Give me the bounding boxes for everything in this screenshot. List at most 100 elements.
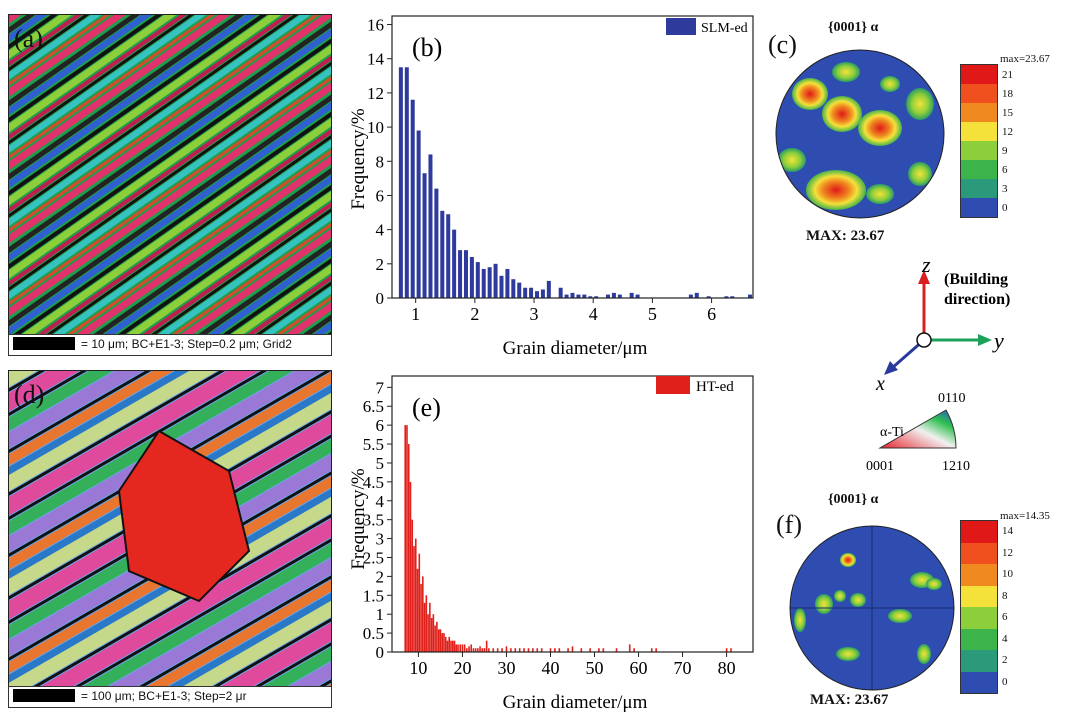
histogram-ht-ylabel: Frequency/% [348, 468, 369, 569]
x-tick-label: 70 [674, 658, 692, 678]
histogram-slm-legend-text: SLM-ed [701, 21, 748, 36]
colorbar-f [960, 520, 998, 694]
histogram-bar [558, 287, 563, 298]
colorbar-swatch [961, 521, 997, 543]
histogram-bar [441, 633, 443, 652]
histogram-bar [501, 648, 503, 652]
plot-frame [391, 15, 754, 299]
colorbar-tick-label: 12 [1002, 125, 1013, 138]
ipf-key: α-Ti 0110 0001 1210 [866, 391, 970, 474]
histogram-bar [434, 625, 436, 652]
histogram-bar [588, 296, 593, 298]
histogram-bar [523, 648, 525, 652]
colorbar-swatch [961, 179, 997, 198]
axes-triad: z y x (Building direction) [875, 252, 1010, 390]
histogram-bar [404, 67, 409, 298]
y-tick-label: 2 [376, 255, 385, 274]
histogram-bar [422, 576, 424, 652]
y-tick-label: 10 [367, 118, 384, 137]
histogram-bar [409, 481, 412, 652]
histogram-bar [416, 130, 421, 298]
histogram-bar [448, 636, 451, 652]
pole-figure-f-title: {0001} α [828, 492, 879, 507]
histogram-bar [407, 444, 410, 652]
histogram-bar [688, 294, 693, 298]
y-tick-label: 12 [367, 84, 384, 103]
x-tick-label: 80 [718, 658, 736, 678]
histogram-bar [518, 648, 521, 652]
histogram-bar [529, 287, 534, 298]
histogram-ht-legend-swatch [656, 376, 690, 394]
histogram-bar [432, 614, 435, 652]
y-tick-label: 5 [376, 454, 385, 473]
histogram-bar [730, 648, 732, 652]
histogram-bar [440, 210, 445, 298]
histogram-bar [706, 296, 711, 298]
colorbar-tick-label: 12 [1002, 546, 1013, 559]
histogram-slm-bars [398, 67, 753, 298]
colorbar-tick-label: 14 [1002, 525, 1013, 538]
colorbar-swatch [961, 198, 997, 217]
histogram-bar [468, 646, 470, 652]
histogram-bar [594, 296, 599, 298]
histogram-bar [748, 294, 753, 298]
histogram-bar [425, 595, 428, 652]
histogram-bar [510, 648, 512, 652]
y-tick-label: 6 [376, 186, 385, 205]
histogram-ht-axes: 10 20 30 40 50 60 70 80 00.511.522.533.544.555.5… [363, 375, 754, 678]
colorbar-swatch [961, 141, 997, 160]
y-tick-label: 4 [376, 221, 385, 240]
colorbar-tick-label: 6 [1002, 611, 1008, 624]
x-tick-label: 30 [497, 658, 515, 678]
colorbar-tick-label: 6 [1002, 163, 1008, 176]
y-tick-label: 8 [376, 152, 385, 171]
colorbar-swatch [961, 122, 997, 141]
histogram-bar [481, 648, 484, 652]
histogram-bar [487, 267, 492, 298]
scalebar-d-text: = 100 μm; BC+E1-3; Step=2 μr [81, 689, 247, 703]
histogram-bar [420, 583, 422, 652]
histogram-bar [571, 646, 574, 652]
y-tick-label: 4 [376, 492, 385, 511]
x-tick-label: 60 [630, 658, 648, 678]
histogram-bar [452, 229, 457, 298]
histogram-bar [469, 256, 474, 298]
y-tick-label: 0 [376, 643, 385, 662]
x-tick-label: 2 [470, 304, 479, 324]
histogram-bar [527, 648, 530, 652]
histogram-bar [474, 648, 477, 652]
ipf-key-top: 0110 [938, 391, 965, 406]
y-tick-label: 3 [376, 530, 385, 549]
histogram-bar [443, 633, 445, 652]
y-tick-label: 6.5 [363, 397, 384, 416]
histogram-bar [463, 644, 466, 652]
y-tick-label: 6 [376, 416, 385, 435]
scalebar-a: = 10 μm; BC+E1-3; Step=0.2 μm; Grid2 [8, 334, 332, 356]
histogram-bar [570, 292, 575, 298]
histogram-bar [536, 648, 539, 652]
ebsd-map-d [8, 370, 332, 688]
histogram-bar [546, 280, 551, 298]
scalebar-a-text: = 10 μm; BC+E1-3; Step=0.2 μm; Grid2 [81, 337, 292, 351]
histogram-ht-legend-text: HT-ed [696, 379, 734, 395]
y-tick-label: 1.5 [363, 586, 384, 605]
histogram-bar [554, 648, 556, 652]
histogram-slm-ylabel: Frequency/% [348, 108, 369, 209]
histogram-bar [459, 644, 462, 652]
y-tick-label: 4.5 [363, 473, 384, 492]
histogram-bar [532, 648, 534, 652]
histogram-bar [410, 99, 415, 298]
x-tick-label: 10 [409, 658, 427, 678]
colorbar-swatch [961, 542, 997, 564]
histogram-bar [499, 275, 504, 298]
histogram-bar [505, 268, 510, 298]
histogram-bar [481, 268, 486, 298]
histogram-bar [434, 188, 439, 298]
histogram-bar [725, 648, 728, 652]
histogram-bar [446, 640, 449, 652]
scalebar-a-black-bar [13, 337, 75, 350]
panel-label-f: (f) [776, 510, 802, 539]
histogram-bar [458, 250, 463, 298]
histogram-bar [457, 644, 459, 652]
y-tick-label: 0 [376, 289, 385, 308]
